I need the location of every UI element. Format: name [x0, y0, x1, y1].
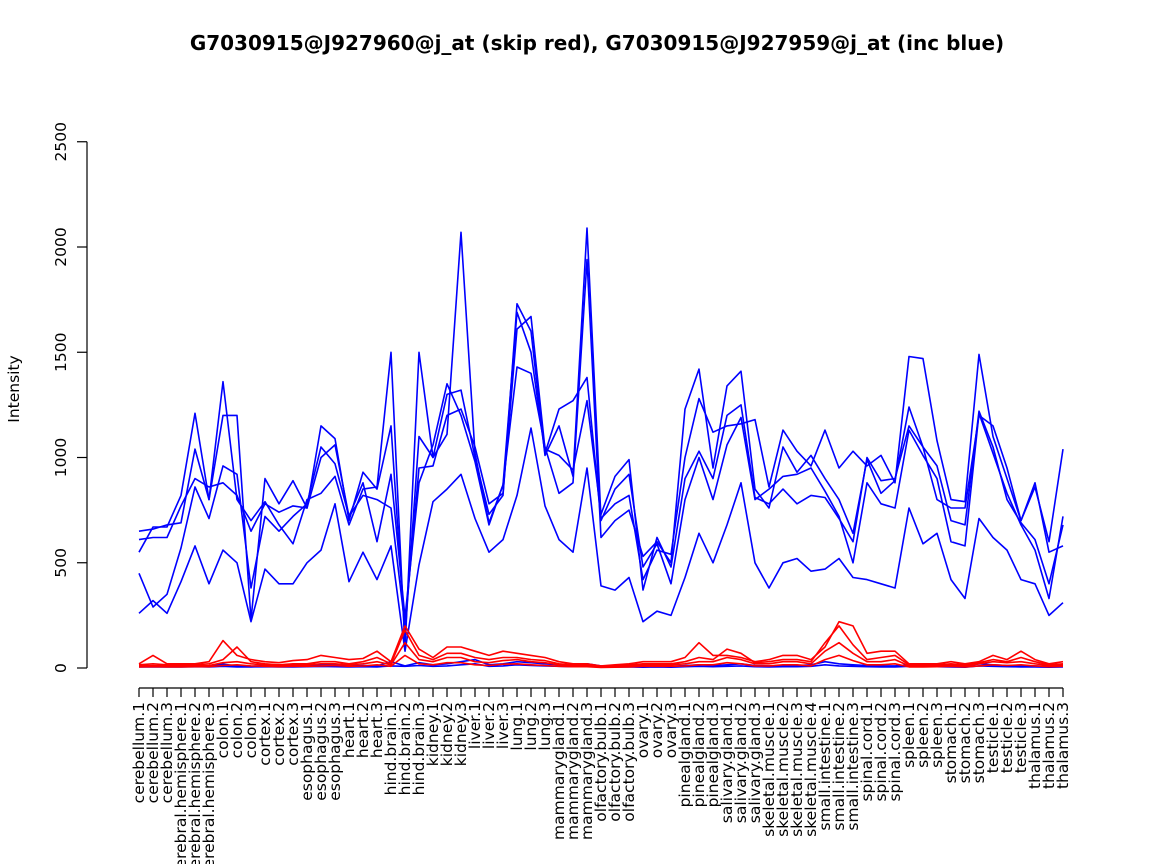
- x-tick-label-cerebellum-3: cerebellum.3: [158, 702, 176, 803]
- y-tick-label-0: 0: [52, 663, 70, 673]
- x-tick-label-lung-1: lung.1: [508, 702, 526, 751]
- x-tick-label-olfactory-bulb-1: olfactory.bulb.1: [592, 702, 610, 822]
- x-tick-label-cortex-3: cortex.3: [284, 702, 302, 766]
- x-tick-label-hind-brain-2: hind.brain.2: [396, 702, 414, 795]
- x-tick-label-thalamus-2: thalamus.2: [1040, 702, 1058, 789]
- x-tick-label-skeletal-muscle-2: skeletal.muscle.2: [774, 702, 792, 837]
- x-tick-label-mammarygland-2: mammarygland.2: [564, 702, 582, 840]
- x-tick-label-heart-2: heart.2: [354, 702, 372, 758]
- x-tick-label-mammarygland-1: mammarygland.1: [550, 702, 568, 840]
- x-tick-label-stomach-2: stomach.2: [956, 702, 974, 783]
- x-tick-label-skeletal-muscle-3: skeletal.muscle.3: [788, 702, 806, 837]
- x-tick-label-stomach-1: stomach.1: [942, 702, 960, 783]
- x-tick-label-hind-brain-3: hind.brain.3: [410, 702, 428, 795]
- x-tick-label-colon-3: colon.3: [242, 702, 260, 758]
- x-tick-label-salivary-gland-3: salivary.gland.3: [746, 702, 764, 823]
- y-tick-label-1500: 1500: [52, 333, 70, 372]
- x-tick-label-stomach-3: stomach.3: [970, 702, 988, 783]
- x-tick-label-cerebellum-2: cerebellum.2: [144, 702, 162, 803]
- y-axis-label: Intensity: [5, 355, 23, 422]
- chart-title: G7030915@J927960@j_at (skip red), G70309…: [190, 31, 1004, 55]
- x-tick-label-spinal-cord-3: spinal.cord.3: [886, 702, 904, 802]
- x-tick-label-lung-3: lung.3: [536, 702, 554, 751]
- x-tick-label-small-intestine-2: small.intestine.2: [830, 702, 848, 831]
- x-tick-label-ovary-1: ovary.1: [634, 702, 652, 758]
- x-tick-label-esophagus-3: esophagus.3: [326, 702, 344, 801]
- x-tick-label-colon-1: colon.1: [214, 702, 232, 758]
- y-tick-label-2000: 2000: [52, 227, 70, 266]
- series-line-8: [138, 620, 1064, 667]
- y-tick-label-2500: 2500: [52, 122, 70, 161]
- y-tick-label-500: 500: [52, 548, 70, 578]
- x-tick-label-cortex-1: cortex.1: [256, 702, 274, 766]
- x-tick-label-heart-3: heart.3: [368, 702, 386, 758]
- x-tick-label-mammarygland-3: mammarygland.3: [578, 702, 596, 840]
- x-tick-label-pinealgland-2: pinealgland.2: [690, 702, 708, 807]
- x-tick-label-pinealgland-3: pinealgland.3: [704, 702, 722, 807]
- x-tick-label-cortex-2: cortex.2: [270, 702, 288, 766]
- y-tick-label-1000: 1000: [52, 438, 70, 477]
- series-line-5: [138, 427, 1064, 653]
- x-tick-label-salivary-gland-2: salivary.gland.2: [732, 702, 750, 823]
- x-tick-label-heart-1: heart.1: [340, 702, 358, 758]
- x-tick-label-spinal-cord-1: spinal.cord.1: [858, 702, 876, 802]
- x-tick-label-spinal-cord-2: spinal.cord.2: [872, 702, 890, 802]
- x-tick-label-colon-2: colon.2: [228, 702, 246, 758]
- x-tick-label-liver-3: liver.3: [494, 702, 512, 749]
- x-tick-label-testicle-3: testicle.3: [1012, 702, 1030, 773]
- x-tick-label-cerebellum-1: cerebellum.1: [130, 702, 148, 803]
- x-tick-label-ovary-2: ovary.2: [648, 702, 666, 758]
- x-tick-label-kidney-1: kidney.1: [424, 702, 442, 766]
- x-tick-label-thalamus-3: thalamus.3: [1054, 702, 1072, 789]
- series-line-2: [138, 231, 1064, 638]
- x-tick-label-testicle-2: testicle.2: [998, 702, 1016, 773]
- x-tick-label-skeletal-muscle-1: skeletal.muscle.1: [760, 702, 778, 837]
- x-tick-label-hind-brain-1: hind.brain.1: [382, 702, 400, 795]
- x-tick-label-olfactory-bulb-3: olfactory.bulb.3: [620, 702, 638, 822]
- x-tick-label-esophagus-1: esophagus.1: [298, 702, 316, 801]
- series-line-9: [138, 625, 1064, 668]
- x-tick-label-esophagus-2: esophagus.2: [312, 702, 330, 801]
- x-tick-label-kidney-3: kidney.3: [452, 702, 470, 766]
- x-tick-label-spleen-3: spleen.3: [928, 702, 946, 768]
- x-tick-label-ovary-3: ovary.3: [662, 702, 680, 758]
- x-tick-label-spleen-2: spleen.2: [914, 702, 932, 768]
- x-tick-label-kidney-2: kidney.2: [438, 702, 456, 766]
- x-tick-label-skeletal-muscle-4: skeletal.muscle.4: [802, 702, 820, 837]
- x-tick-label-spleen-1: spleen.1: [900, 702, 918, 768]
- x-tick-label-cerebral-hemisphere-2: cerebral.hemisphere.2: [186, 702, 204, 864]
- x-tick-label-cerebral-hemisphere-3: cerebral.hemisphere.3: [200, 702, 218, 864]
- x-tick-label-cerebral-hemisphere-1: cerebral.hemisphere.1: [172, 702, 190, 864]
- x-tick-label-salivary-gland-1: salivary.gland.1: [718, 702, 736, 823]
- x-tick-label-small-intestine-1: small.intestine.1: [816, 702, 834, 831]
- x-tick-label-pinealgland-1: pinealgland.1: [676, 702, 694, 807]
- x-tick-label-olfactory-bulb-2: olfactory.bulb.2: [606, 702, 624, 822]
- x-tick-label-liver-2: liver.2: [480, 702, 498, 749]
- x-tick-label-thalamus-1: thalamus.1: [1026, 702, 1044, 789]
- series-line-4: [138, 311, 1064, 619]
- x-tick-label-liver-1: liver.1: [466, 702, 484, 749]
- x-tick-label-small-intestine-3: small.intestine.3: [844, 702, 862, 831]
- x-tick-label-lung-2: lung.2: [522, 702, 540, 751]
- x-tick-label-testicle-1: testicle.1: [984, 702, 1002, 773]
- series-line-11: [138, 654, 1064, 669]
- series-layer: [138, 227, 1064, 669]
- axes-layer: 05001000150020002500cerebellum.1cerebell…: [52, 122, 1072, 864]
